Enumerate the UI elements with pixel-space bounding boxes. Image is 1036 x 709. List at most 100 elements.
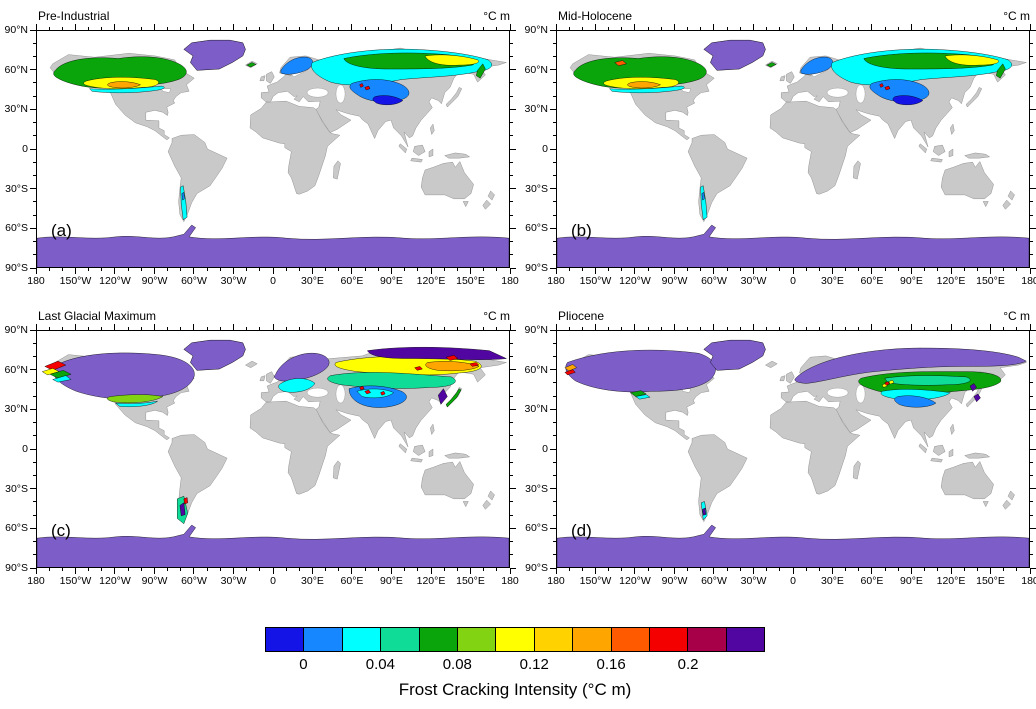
x-tick-label: 0 (790, 275, 796, 287)
map-region-patagonia-blue-dots (181, 191, 185, 201)
y-tick (1030, 342, 1033, 344)
y-tick (510, 355, 513, 357)
x-axis-labels: 180 150°W 120°W 90°W 60°W 30°W 0 30°E 60°E 90°E 12… (27, 268, 519, 288)
x-tick-label: 120°E (936, 575, 966, 587)
y-tick (1030, 174, 1033, 176)
y-tick-label: 0 (22, 443, 28, 455)
x-tick-label: 0 (270, 575, 276, 587)
map-region-siberia-red-c (414, 355, 480, 371)
map-plot-area: (b) (556, 30, 1030, 268)
panel-letter: (b) (571, 221, 592, 240)
map-region-tibet-blue-a (372, 95, 404, 106)
y-tick-label: 90°N (524, 324, 548, 336)
x-tick-label: 30°E (821, 575, 844, 587)
y-axis-labels: 90°N 60°N 30°N 0 30°S 60°S 90°S (525, 24, 1030, 274)
map-region-tibet-blue-a (892, 95, 924, 106)
y-tick-label: 0 (22, 143, 28, 155)
y-tick (1030, 214, 1033, 216)
map-region-alaska-mix-cyan (52, 375, 72, 383)
map-region-na-cyan-fringe-a (608, 85, 685, 94)
y-tick (1030, 501, 1033, 503)
y-tick (1030, 567, 1036, 569)
colorbar-swatch-4 (419, 628, 458, 651)
y-tick (1030, 435, 1033, 437)
map-region-asia-yellow-specks-d (881, 379, 895, 388)
colorbar-swatch-9 (611, 628, 650, 651)
y-axis-labels: 90°N 60°N 30°N 0 30°S 60°S 90°S (525, 324, 1030, 574)
x-tick-label: 60°E (860, 575, 884, 587)
y-tick (1030, 227, 1036, 229)
colorbar-swatch-8 (573, 628, 612, 651)
x-tick-label: 0 (270, 275, 276, 287)
y-axis-labels: 90°N 60°N 30°N 0 30°S 60°S 90°S (5, 324, 510, 574)
x-tick-label: 30°E (301, 275, 324, 287)
y-tick-label: 60°S (5, 522, 28, 535)
map-region-patagonia-dark-d (702, 507, 707, 516)
x-axis-labels: 180 150°W 120°W 90°W 60°W 30°W 0 30°E 60°E 90°E 12… (547, 568, 1036, 588)
map-region-na-orange-b (614, 60, 627, 66)
map-region-asia-red-specks-d (884, 381, 890, 386)
y-axis-labels: 90°N 60°N 30°N 0 30°S 60°S 90°S (5, 24, 510, 274)
y-tick-label: 90°S (525, 262, 548, 274)
map-region-alaska-red-d (564, 369, 576, 376)
y-tick (1030, 122, 1033, 124)
map-region-asia-red-specks-a (879, 83, 891, 91)
y-tick (510, 241, 513, 243)
x-tick-label: 180 (27, 575, 45, 587)
y-tick (510, 55, 513, 57)
y-tick (510, 188, 516, 190)
y-tick (510, 474, 513, 476)
y-tick (1030, 355, 1033, 357)
map-region-centralasia-blue-a (869, 79, 930, 103)
map-region-centralasia-spring-d (884, 375, 971, 386)
colorbar-tick-label: 0.2 (677, 656, 699, 673)
y-tick (1030, 422, 1033, 424)
y-tick (510, 382, 513, 384)
x-tick-label: 180 (501, 575, 519, 587)
x-tick-label: 0 (790, 575, 796, 587)
y-tick (510, 267, 516, 269)
x-tick-label: 60°W (701, 275, 727, 287)
y-tick (510, 135, 513, 137)
colorbar-tick-label: 0 (299, 656, 308, 673)
map-region-patagonia-lgm-dark (179, 502, 186, 517)
colorbar-swatch-12 (726, 628, 765, 651)
y-tick (510, 554, 513, 556)
y-tick (510, 42, 513, 44)
colorbar-tick-labels: 0 0.04 0.08 0.12 0.16 0.2 (265, 652, 765, 676)
x-tick-label: 60°E (860, 275, 884, 287)
x-axis-labels: 180 150°W 120°W 90°W 60°W 30°W 0 30°E 60°E 90°E 12… (547, 268, 1036, 288)
colorbar-tick-label: 0.08 (442, 656, 472, 673)
x-tick-label: 60°W (181, 575, 207, 587)
colorbar-title: Frost Cracking Intensity (°C m) (398, 680, 632, 699)
map-region-iceland-green (246, 62, 257, 68)
y-tick (1030, 329, 1036, 331)
map-region-na-orange-a (627, 81, 662, 89)
map-plot-area: (c) (36, 330, 510, 568)
y-tick-label: 60°N (524, 363, 548, 376)
y-tick (510, 527, 516, 529)
x-tick-label: 120°W (619, 275, 651, 287)
map-region-korea-purple-c (437, 388, 448, 405)
y-tick-label: 90°S (5, 262, 28, 274)
x-tick-label: 150°W (579, 275, 612, 287)
y-tick (1030, 254, 1033, 256)
y-tick (510, 461, 513, 463)
map-region-ice-margin-cyan-c (115, 400, 159, 407)
panel-pre-industrial: Pre-Industrial °C m (a) 180 150°W 120°W 90°… (5, 9, 519, 287)
y-tick (510, 29, 516, 31)
y-tick-label: 30°S (525, 182, 548, 195)
colorbar-swatch-0 (266, 628, 305, 651)
y-tick (510, 161, 513, 163)
world-map-svg (557, 339, 1029, 567)
map-region-kamchatka-green (475, 63, 486, 79)
x-tick-label: 120°E (416, 575, 446, 587)
colorbar-swatch-11 (688, 628, 727, 651)
y-tick (1030, 148, 1036, 150)
y-tick (510, 329, 516, 331)
y-tick (1030, 527, 1036, 529)
map-region-siberia-yellow-a (424, 54, 479, 66)
y-tick-label: 30°S (5, 482, 28, 495)
map-region-patagonia-lgm-red (183, 497, 188, 505)
